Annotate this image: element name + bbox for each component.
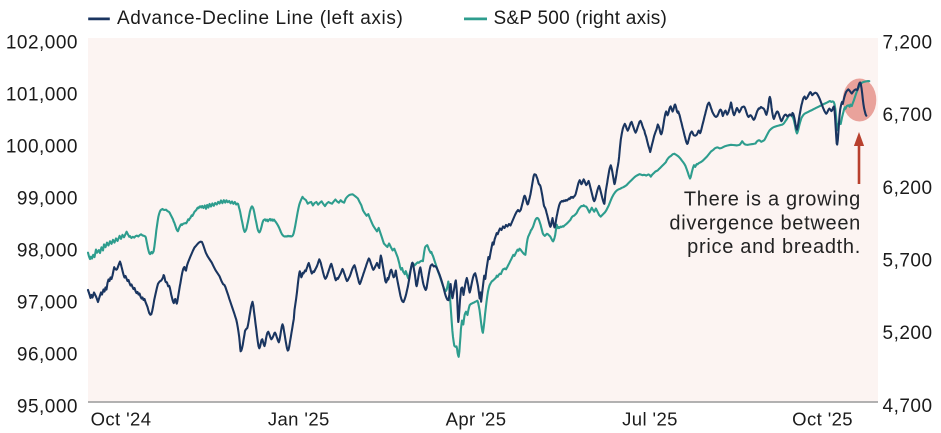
- svg-text:99,000: 99,000: [17, 188, 78, 209]
- svg-text:97,000: 97,000: [17, 292, 78, 313]
- svg-text:6,200: 6,200: [883, 178, 933, 199]
- svg-text:102,000: 102,000: [6, 32, 78, 53]
- svg-text:95,000: 95,000: [17, 396, 78, 417]
- svg-text:Oct '24: Oct '24: [91, 408, 152, 429]
- svg-text:Advance-Decline Line (left axi: Advance-Decline Line (left axis): [117, 8, 403, 29]
- svg-text:4,700: 4,700: [883, 396, 933, 417]
- svg-text:101,000: 101,000: [6, 84, 78, 105]
- svg-text:6,700: 6,700: [883, 105, 933, 126]
- svg-text:Jul '25: Jul '25: [622, 408, 678, 429]
- svg-text:Apr '25: Apr '25: [446, 408, 507, 429]
- svg-text:5,200: 5,200: [883, 323, 933, 344]
- svg-text:Oct '25: Oct '25: [792, 408, 853, 429]
- svg-text:98,000: 98,000: [17, 240, 78, 261]
- svg-text:price and breadth.: price and breadth.: [687, 236, 861, 258]
- svg-text:divergence between: divergence between: [669, 213, 861, 235]
- svg-text:Jan '25: Jan '25: [268, 408, 330, 429]
- svg-text:100,000: 100,000: [6, 136, 78, 157]
- svg-text:S&P 500 (right axis): S&P 500 (right axis): [494, 8, 668, 29]
- svg-text:5,700: 5,700: [883, 251, 933, 272]
- svg-text:There is a growing: There is a growing: [684, 189, 861, 211]
- svg-text:96,000: 96,000: [17, 344, 78, 365]
- svg-text:7,200: 7,200: [883, 33, 933, 54]
